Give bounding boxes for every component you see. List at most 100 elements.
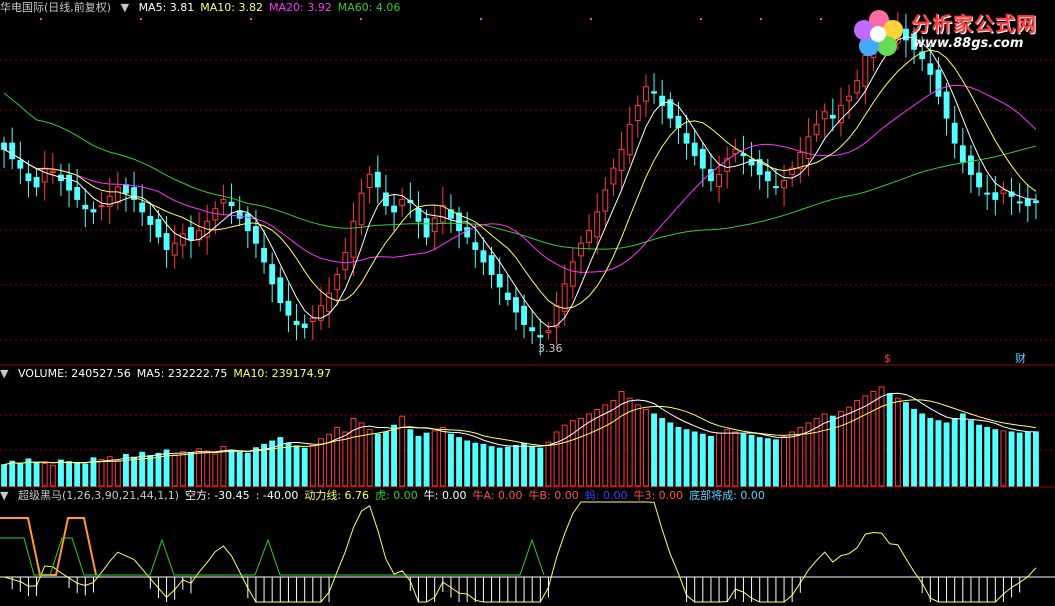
- candle-body-93: [756, 159, 763, 175]
- candle-body-82: [667, 99, 674, 119]
- volume-bar-8: [66, 461, 72, 487]
- volume-bar-102: [829, 415, 836, 487]
- volume-bar-106: [862, 395, 869, 487]
- volume-bar-14: [114, 460, 121, 487]
- volume-ma10-line: [3, 399, 1036, 466]
- volume-bar-113: [919, 413, 926, 487]
- candle-body-33: [269, 264, 276, 285]
- ma-label-0: MA5: 3.81: [138, 1, 195, 14]
- candle-body-53: [431, 217, 438, 233]
- volume-bar-78: [634, 404, 641, 487]
- volume-bar-124: [1008, 431, 1015, 487]
- candle-body-39: [318, 305, 324, 321]
- logo-url: www.88gs.com: [913, 36, 1024, 51]
- candle-body-42: [342, 252, 349, 271]
- marker-dot-4: [480, 18, 482, 20]
- candle-body-70: [569, 261, 576, 287]
- volume-bar-37: [301, 447, 308, 487]
- volume-label-2: MA10: 239174.97: [233, 367, 332, 380]
- ma5-line: [3, 36, 1036, 328]
- volume-bar-49: [399, 415, 406, 487]
- marker-dot-2: [250, 18, 252, 20]
- candle-body-92: [748, 159, 755, 166]
- volume-bar-15: [123, 453, 129, 487]
- volume-bar-59: [480, 443, 487, 487]
- volume-bar-126: [1024, 431, 1031, 487]
- volume-bar-4: [33, 461, 40, 487]
- volume-bar-0: [1, 464, 7, 487]
- candle-body-103: [838, 105, 844, 124]
- volume-bar-94: [764, 438, 771, 487]
- candle-body-97: [789, 167, 796, 175]
- candle-body-41: [334, 273, 341, 291]
- indicator-label-5: 牛: 0.00: [423, 489, 467, 502]
- volume-bar-62: [504, 446, 511, 487]
- volume-ma5-line: [3, 392, 1036, 466]
- candle-body-16: [131, 187, 137, 200]
- indicator-labels: 超级黑马(1,26,3,90,21,44,1,1) 空方: -30.45: -40…: [18, 489, 771, 502]
- dropdown-icon[interactable]: ▼: [0, 367, 9, 380]
- candle-body-3: [25, 173, 32, 182]
- candle-body-57: [464, 227, 471, 238]
- indicator-label-4: 虎: 0.00: [375, 489, 418, 502]
- volume-bar-5: [41, 462, 48, 487]
- volume-bar-95: [773, 439, 779, 487]
- volume-bar-120: [976, 424, 982, 487]
- candle-body-69: [561, 283, 568, 312]
- volume-bar-41: [334, 426, 341, 487]
- candle-body-126: [1024, 198, 1031, 207]
- candle-body-21: [171, 242, 178, 256]
- logo-text: 分析家公式网: [911, 12, 1037, 36]
- volume-bar-119: [968, 420, 974, 487]
- candle-body-102: [829, 114, 836, 119]
- ma-labels: MA5: 3.81 MA10: 3.82 MA20: 3.92 MA60: 4.06: [139, 1, 407, 14]
- dropdown-icon[interactable]: ▼: [0, 489, 9, 502]
- volume-bar-30: [244, 452, 251, 487]
- indicator-panel: [0, 501, 1037, 603]
- volume-bar-21: [171, 454, 178, 487]
- volume-bar-110: [894, 397, 901, 487]
- volume-bar-73: [594, 408, 601, 487]
- candle-body-88: [716, 173, 722, 187]
- volume-bar-100: [813, 417, 820, 487]
- indicator-label-2: : -40.00: [255, 489, 299, 502]
- volume-bar-55: [448, 433, 454, 487]
- dropdown-icon[interactable]: ▼: [120, 1, 130, 14]
- volume-bar-47: [383, 431, 389, 487]
- candle-body-114: [927, 63, 934, 75]
- volume-bar-86: [699, 433, 706, 487]
- ma-label-2: MA20: 3.92: [269, 1, 332, 14]
- volume-bar-19: [155, 452, 162, 487]
- candle-body-51: [415, 207, 422, 222]
- candle-body-120: [976, 172, 982, 188]
- volume-bar-123: [1000, 430, 1007, 487]
- candle-body-11: [90, 209, 97, 213]
- candle-body-104: [846, 95, 852, 102]
- candle-body-59: [480, 250, 487, 263]
- volume-bar-50: [407, 429, 414, 487]
- candle-body-71: [578, 242, 584, 257]
- volume-bar-63: [513, 444, 519, 487]
- signal-green: [0, 537, 545, 576]
- candle-body-95: [773, 186, 779, 189]
- candle-body-47: [383, 192, 389, 207]
- volume-bar-82: [667, 422, 674, 487]
- logo: 分析家公式网 www.88gs.com: [849, 6, 1049, 58]
- volume-bar-99: [805, 422, 812, 487]
- candle-body-60: [488, 255, 495, 275]
- price-header: 华电国际(日线,前复权) ▼ MA5: 3.81 MA10: 3.82 MA20: …: [0, 0, 412, 16]
- candle-body-81: [659, 95, 666, 107]
- volume-bar-11: [90, 457, 97, 487]
- indicator-label-6: 牛A: 0.00: [472, 489, 523, 502]
- volume-bar-25: [204, 450, 211, 487]
- marker-dot-0: [40, 18, 42, 20]
- volume-bar-18: [147, 455, 154, 487]
- volume-bar-105: [854, 399, 861, 487]
- volume-bar-88: [716, 432, 722, 487]
- candle-body-4: [33, 177, 40, 188]
- candle-body-76: [618, 148, 625, 172]
- candle-body-52: [423, 218, 430, 238]
- grid-lines: [0, 59, 1055, 578]
- candle-body-2: [17, 159, 24, 169]
